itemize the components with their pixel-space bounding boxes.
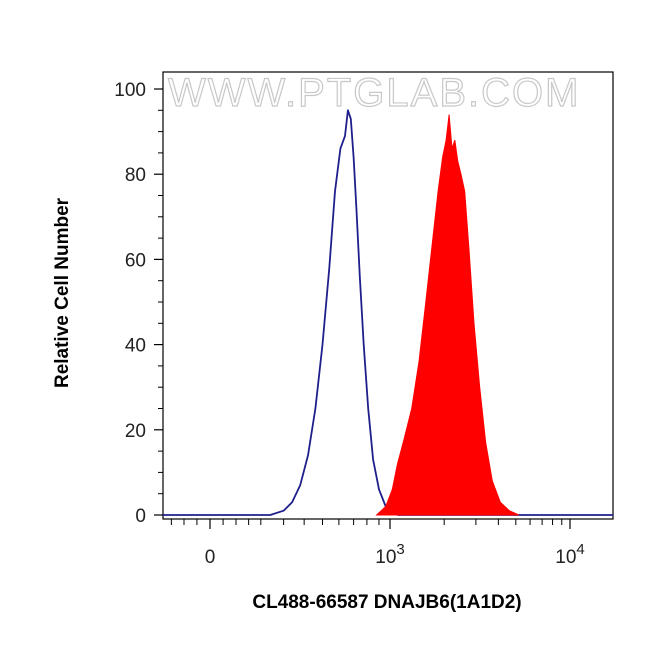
series-0-outline-histogram [163, 109, 613, 516]
y-axis-title: Relative Cell Number [52, 197, 73, 388]
y-tick-label: 80 [125, 165, 146, 186]
series-layer [163, 109, 613, 516]
series-1-filled-histogram [375, 114, 520, 516]
y-tick-label: 100 [114, 80, 146, 101]
axis-layer: 0 20 40 60 80 100 0 103 104 [114, 80, 584, 568]
y-tick-label: 20 [125, 421, 146, 442]
y-tick-label: 60 [125, 250, 146, 271]
x-axis-title: CL488-66587 DNAJB6(1A1D2) [252, 592, 521, 613]
x-tick-label: 104 [555, 541, 584, 568]
y-tick-label: 40 [125, 336, 146, 357]
x-tick-label: 103 [375, 541, 404, 568]
plot-frame [162, 71, 614, 520]
y-tick-label: 0 [135, 506, 146, 527]
watermark: WWW.PTGLAB.COM [168, 71, 580, 115]
x-tick-label: 0 [205, 547, 216, 568]
